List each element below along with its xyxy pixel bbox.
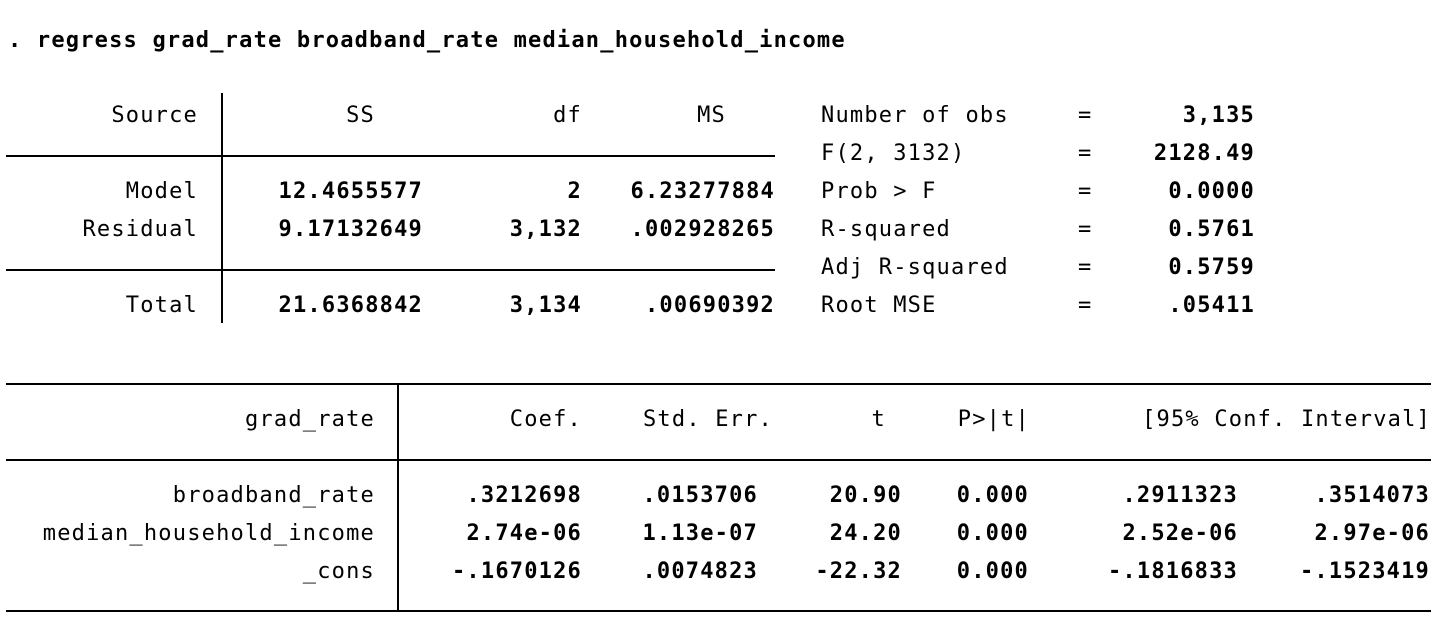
stat-equals: =: [1078, 179, 1093, 204]
stat-label: Root MSE: [821, 293, 937, 318]
stat-value: 0.5759: [1168, 255, 1255, 280]
ci-upper: .3514073: [1314, 483, 1430, 508]
ci-upper: 2.97e-06: [1314, 521, 1430, 546]
stat-equals: =: [1078, 255, 1093, 280]
stat-value: 2128.49: [1153, 141, 1255, 166]
stat-equals: =: [1078, 217, 1093, 242]
anova-source-label: Total: [125, 293, 198, 318]
p-header: P>|t|: [957, 407, 1030, 432]
anova-df-value: 3,132: [509, 217, 582, 242]
anova-df-value: 2: [567, 179, 582, 204]
std-err-header: Std. Err.: [642, 407, 773, 432]
anova-source-label: Residual: [82, 217, 198, 242]
anova-header-ss: SS: [346, 103, 375, 128]
t-value: 24.20: [829, 521, 902, 546]
anova-ms-value: .002928265: [630, 217, 775, 242]
conf-interval-header: [95% Conf. Interval]: [1142, 407, 1431, 432]
anova-ms-value: 6.23277884: [630, 179, 775, 204]
dependent-var-label: grad_rate: [244, 407, 375, 432]
ci-upper: -.1523419: [1299, 559, 1430, 584]
regress-command: . regress grad_rate broadband_rate media…: [8, 28, 846, 53]
ci-lower: .2911323: [1122, 483, 1238, 508]
coef-value: .3212698: [466, 483, 582, 508]
anova-vertical-rule: [221, 93, 223, 323]
stat-label: Adj R-squared: [821, 255, 1009, 280]
anova-total-rule: [6, 269, 775, 271]
std-err-value: .0074823: [642, 559, 758, 584]
anova-header-ms: MS: [697, 103, 726, 128]
coef-value: 2.74e-06: [466, 521, 582, 546]
anova-ss-value: 12.4655577: [278, 179, 423, 204]
anova-header-df: df: [553, 103, 582, 128]
p-value: 0.000: [956, 559, 1029, 584]
stat-value: 0.0000: [1168, 179, 1255, 204]
anova-ms-value: .00690392: [644, 293, 775, 318]
coef-header-rule: [6, 459, 1431, 461]
ci-lower: -.1816833: [1107, 559, 1238, 584]
stat-label: F(2, 3132): [821, 141, 966, 166]
anova-header-source: Source: [111, 103, 198, 128]
anova-ss-value: 9.17132649: [278, 217, 423, 242]
stat-equals: =: [1078, 103, 1093, 128]
anova-header-rule: [6, 155, 775, 157]
stat-equals: =: [1078, 141, 1093, 166]
stat-label: Number of obs: [821, 103, 1009, 128]
t-value: 20.90: [829, 483, 902, 508]
stat-label: R-squared: [821, 217, 952, 242]
p-value: 0.000: [956, 483, 1029, 508]
stat-value: 0.5761: [1168, 217, 1255, 242]
ci-lower: 2.52e-06: [1122, 521, 1238, 546]
anova-source-label: Model: [125, 179, 198, 204]
std-err-value: 1.13e-07: [642, 521, 758, 546]
coef-value: -.1670126: [451, 559, 582, 584]
t-value: -22.32: [815, 559, 902, 584]
anova-ss-value: 21.6368842: [278, 293, 423, 318]
coef-bottom-rule: [6, 610, 1431, 612]
coef-vertical-rule: [397, 383, 399, 612]
variable-name: _cons: [302, 559, 375, 584]
variable-name: broadband_rate: [172, 483, 375, 508]
variable-name: median_household_income: [42, 521, 375, 546]
p-value: 0.000: [956, 521, 1029, 546]
t-header: t: [871, 407, 886, 432]
std-err-value: .0153706: [642, 483, 758, 508]
stat-label: Prob > F: [821, 179, 937, 204]
coef-top-rule: [6, 383, 1431, 385]
stat-value: 3,135: [1182, 103, 1255, 128]
stat-value: .05411: [1168, 293, 1255, 318]
anova-df-value: 3,134: [509, 293, 582, 318]
stat-equals: =: [1078, 293, 1093, 318]
coef-header: Coef.: [509, 407, 582, 432]
